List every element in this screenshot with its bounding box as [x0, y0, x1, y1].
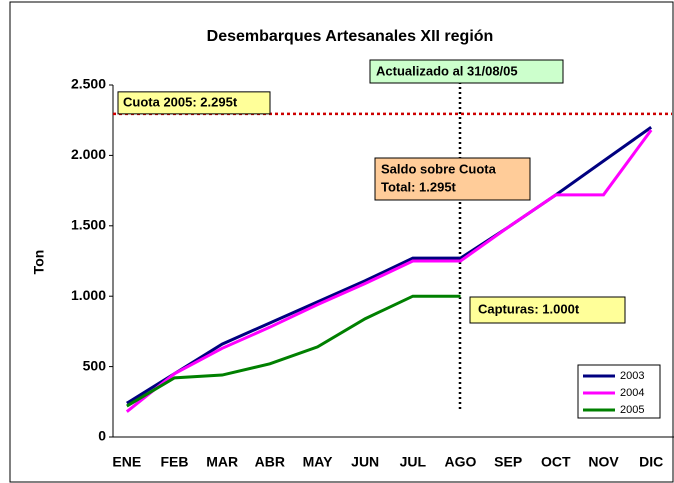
legend-label: 2005 [620, 404, 644, 416]
balance-note: Saldo sobre Cuota [381, 161, 497, 176]
y-tick-label: 500 [83, 357, 107, 373]
y-tick-label: 0 [98, 428, 106, 444]
x-tick-label: ENE [112, 454, 141, 470]
x-tick-label: MAR [206, 454, 238, 470]
x-tick-label: JUL [400, 454, 427, 470]
x-tick-label: SEP [494, 454, 522, 470]
legend-label: 2004 [620, 387, 644, 399]
x-tick-label: ABR [255, 454, 285, 470]
x-tick-label: JUN [351, 454, 379, 470]
balance-note: Total: 1.295t [381, 179, 457, 194]
y-tick-label: 2.500 [71, 76, 106, 92]
legend-label: 2003 [620, 370, 644, 382]
chart: Desembarques Artesanales XII región Ton … [0, 0, 674, 483]
x-tick-label: OCT [541, 454, 571, 470]
chart-title: Desembarques Artesanales XII región [207, 28, 494, 45]
x-tick-label: AGO [445, 454, 477, 470]
catch-note: Capturas: 1.000t [478, 301, 580, 316]
chart-frame [10, 2, 673, 482]
x-tick-label: NOV [588, 454, 619, 470]
x-tick-label: MAY [303, 454, 333, 470]
updated-note: Actualizado al 31/08/05 [376, 63, 518, 78]
x-tick-label: FEB [161, 454, 189, 470]
y-tick-label: 1.000 [71, 287, 106, 303]
y-axis-label: Ton [31, 250, 47, 275]
y-tick-label: 2.000 [71, 146, 106, 162]
y-tick-label: 1.500 [71, 217, 106, 233]
quota-label: Cuota 2005: 2.295t [123, 94, 238, 109]
x-tick-label: DIC [639, 454, 663, 470]
